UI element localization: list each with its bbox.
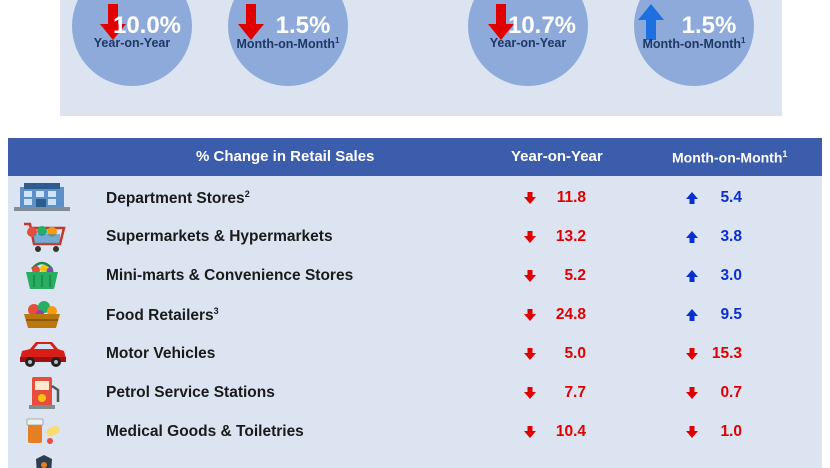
mom-cell: 3.8 xyxy=(672,228,742,248)
bubble-label: Month-on-Month1 xyxy=(228,36,348,51)
header-mom: Month-on-Month1 xyxy=(672,149,787,166)
table-header: % Change in Retail Sales Year-on-Year Mo… xyxy=(8,138,822,176)
yoy-cell: 13.2 xyxy=(518,228,586,248)
arrow-down-icon xyxy=(100,4,126,40)
arrow-up-icon xyxy=(686,192,698,204)
pills-icon xyxy=(26,418,60,444)
mom-value: 3.8 xyxy=(720,228,742,245)
arrow-up-icon xyxy=(686,309,698,321)
yoy-value: 7.7 xyxy=(564,384,586,401)
header-category: % Change in Retail Sales xyxy=(196,148,375,165)
yoy-cell: 10.4 xyxy=(518,423,586,443)
bubble-label: Year-on-Year xyxy=(489,36,567,50)
bubble-mom-1: 1.5% Month-on-Month1 xyxy=(228,0,348,86)
bubble-value: 1.5% xyxy=(681,12,737,39)
mom-value: 0.7 xyxy=(720,384,742,401)
category-name: Mini-marts & Convenience Stores xyxy=(106,267,354,284)
mom-value: 9.5 xyxy=(720,306,742,323)
yoy-cell: 5.0 xyxy=(518,345,586,365)
yoy-value: 11.8 xyxy=(556,189,586,206)
arrow-down-icon xyxy=(686,387,698,399)
table-row: Food Retailers3 24.8 9.5 xyxy=(8,295,822,334)
mom-value: 15.3 xyxy=(711,345,742,362)
bubble-mom-2: 1.5% Month-on-Month1 xyxy=(634,0,754,86)
mom-cell: 0.7 xyxy=(672,384,742,404)
yoy-cell: 7.7 xyxy=(518,384,586,404)
footnote-marker: 2 xyxy=(244,189,250,199)
mom-cell: 3.0 xyxy=(672,267,742,287)
category-name: Supermarkets & Hypermarkets xyxy=(106,228,333,245)
yoy-cell: 11.8 xyxy=(518,189,586,209)
footnote-marker: 3 xyxy=(213,306,219,316)
table-row: Petrol Service Stations 7.7 0.7 xyxy=(8,373,822,412)
arrow-down-icon xyxy=(686,348,698,360)
footnote-marker: 1 xyxy=(741,36,746,45)
department-store-icon xyxy=(14,183,70,211)
arrow-down-icon xyxy=(686,426,698,438)
arrow-down-icon xyxy=(524,426,536,438)
yoy-cell: 5.2 xyxy=(518,267,586,287)
arrow-down-icon xyxy=(524,348,536,360)
bubble-label: Year-on-Year xyxy=(93,36,171,50)
shopping-cart-icon xyxy=(24,222,66,252)
arrow-up-icon xyxy=(686,231,698,243)
category-text: Department Stores xyxy=(106,190,245,208)
mom-value: 3.0 xyxy=(720,267,742,284)
bubble-value: 10.7% xyxy=(507,12,577,39)
category-name: Motor Vehicles xyxy=(106,345,216,362)
arrow-down-icon xyxy=(488,4,514,40)
arrow-up-icon xyxy=(686,270,698,282)
category-name: Petrol Service Stations xyxy=(106,384,275,401)
table-row: Department Stores2 11.8 5.4 xyxy=(8,178,822,217)
shopping-basket-icon xyxy=(26,261,58,289)
bubble-label-text: Month-on-Month xyxy=(642,37,742,52)
bubble-yoy-2: 10.7% Year-on-Year xyxy=(468,0,588,86)
bubble-yoy-1: 10.0% Year-on-Year xyxy=(72,0,192,86)
arrow-down-icon xyxy=(524,231,536,243)
summary-panel: 10.0% Year-on-Year 1.5% Month-on-Month1 … xyxy=(60,0,782,116)
apparel-icon xyxy=(36,455,52,468)
yoy-value: 13.2 xyxy=(555,228,586,245)
category-name: Department Stores2 xyxy=(106,189,250,208)
table-row: Medical Goods & Toiletries 10.4 1.0 xyxy=(8,412,822,451)
retail-sales-table: % Change in Retail Sales Year-on-Year Mo… xyxy=(8,138,822,468)
category-name: Medical Goods & Toiletries xyxy=(106,423,304,440)
mom-cell: 9.5 xyxy=(672,306,742,326)
footnote-marker: 1 xyxy=(782,149,788,159)
mom-cell: 15.3 xyxy=(672,345,742,365)
table-row: Supermarkets & Hypermarkets 13.2 3.8 xyxy=(8,217,822,256)
arrow-down-icon xyxy=(524,270,536,282)
yoy-cell: 24.8 xyxy=(518,306,586,326)
yoy-value: 24.8 xyxy=(555,306,586,323)
food-basket-icon xyxy=(24,301,60,328)
mom-cell: 5.4 xyxy=(672,189,742,209)
arrow-up-icon xyxy=(638,4,664,40)
mom-value: 1.0 xyxy=(720,423,742,440)
arrow-down-icon xyxy=(524,192,536,204)
arrow-down-icon xyxy=(238,4,264,40)
arrow-down-icon xyxy=(524,309,536,321)
table-row: Motor Vehicles 5.0 15.3 xyxy=(8,334,822,373)
yoy-value: 10.4 xyxy=(555,423,586,440)
bubble-value: 10.0% xyxy=(112,12,182,39)
table-row-partial xyxy=(8,451,822,468)
mom-cell: 1.0 xyxy=(672,423,742,443)
footnote-marker: 1 xyxy=(335,36,340,45)
arrow-down-icon xyxy=(524,387,536,399)
category-name: Food Retailers3 xyxy=(106,306,219,325)
yoy-value: 5.0 xyxy=(564,345,586,362)
category-text: Food Retailers xyxy=(106,307,214,325)
header-yoy: Year-on-Year xyxy=(511,148,603,165)
bubble-value: 1.5% xyxy=(275,12,331,39)
bubble-label-text: Month-on-Month xyxy=(236,37,336,52)
table-row: Mini-marts & Convenience Stores 5.2 3.0 xyxy=(8,256,822,295)
yoy-value: 5.2 xyxy=(564,267,586,284)
bubble-label: Month-on-Month1 xyxy=(634,36,754,51)
car-icon xyxy=(20,342,66,367)
mom-value: 5.4 xyxy=(720,189,742,206)
fuel-pump-icon xyxy=(29,377,60,409)
header-mom-text: Month-on-Month xyxy=(672,149,783,166)
